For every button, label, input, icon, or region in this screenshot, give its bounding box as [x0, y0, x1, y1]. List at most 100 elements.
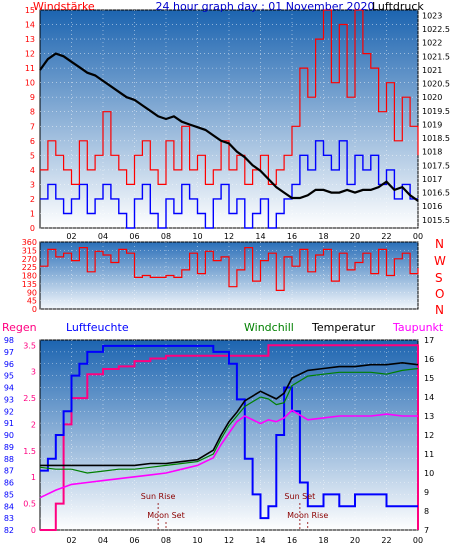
pressure-ytick-8: 1019.5 — [422, 107, 450, 116]
wind-direction-line — [40, 247, 419, 291]
temp-ytick-10: 17 — [424, 336, 434, 345]
wind-xtick-22: 22 — [381, 232, 391, 241]
pressure-ytick-11: 1021 — [422, 66, 442, 75]
temp-xtick-02: 02 — [66, 536, 76, 545]
temp-xtick-06: 06 — [129, 536, 139, 545]
legend-humidity: Luftfeuchte — [66, 321, 129, 334]
humidity-ytick-13: 95 — [4, 372, 14, 381]
windchill-line — [39, 367, 419, 474]
graph-title: 24 hour graph day : 01 November 2020 — [155, 0, 374, 13]
wind-ytick-13: 13 — [25, 35, 35, 44]
humidity-ytick-7: 89 — [4, 443, 14, 452]
pressure-ytick-12: 1021.5 — [422, 52, 450, 61]
pressure-ytick-14: 1022.5 — [422, 25, 450, 34]
legend-rain: Regen — [2, 321, 37, 334]
wind-xtick-20: 20 — [350, 232, 360, 241]
temp-ytick-6: 13 — [424, 412, 434, 421]
pressure-ytick-1: 1016 — [422, 202, 442, 211]
humidity-line — [40, 344, 418, 520]
wind-ytick-11: 11 — [25, 64, 35, 73]
pressure-ytick-15: 1023 — [422, 11, 442, 20]
temp-xtick-10: 10 — [192, 536, 202, 545]
wind-ytick-12: 12 — [25, 50, 35, 59]
temp-xtick-22: 22 — [381, 536, 391, 545]
temp-ytick-1: 8 — [424, 507, 429, 516]
pressure-ytick-6: 1018.5 — [422, 134, 450, 143]
wind-ytick-5: 5 — [30, 151, 35, 160]
dir-ytick-6: 270 — [22, 255, 37, 264]
rain-ytick-5: 2.5 — [23, 394, 36, 403]
pressure-ytick-4: 1017.5 — [422, 161, 450, 170]
humidity-ytick-16: 98 — [4, 336, 14, 345]
wind-strength-label: Windstärke — [33, 0, 95, 13]
wind-xtick-02: 02 — [66, 232, 76, 241]
temp-ytick-3: 10 — [424, 469, 434, 478]
wind-ytick-6: 6 — [30, 137, 35, 146]
wind-ytick-3: 3 — [30, 180, 35, 189]
humidity-ytick-8: 90 — [4, 431, 14, 440]
rain-ytick-1: 0.5 — [23, 500, 36, 509]
rain-line — [40, 344, 419, 531]
marks-layer — [39, 9, 419, 531]
dir-ytick-7: 315 — [22, 246, 37, 255]
pressure-ytick-0: 1015.5 — [422, 216, 450, 225]
pressure-ytick-9: 1020 — [422, 93, 442, 102]
legend-temperature: Temperatur — [311, 321, 376, 334]
wind-ytick-15: 15 — [25, 6, 35, 15]
pressure-ytick-10: 1020.5 — [422, 80, 450, 89]
temp-ytick-2: 9 — [424, 488, 429, 497]
temp-ytick-7: 14 — [424, 393, 434, 402]
pressure-ytick-2: 1016.5 — [422, 189, 450, 198]
humidity-ytick-14: 96 — [4, 360, 14, 369]
wind-xtick-10: 10 — [192, 232, 202, 241]
temp-ytick-5: 12 — [424, 431, 434, 440]
humidity-ytick-3: 85 — [4, 490, 14, 499]
pressure-ytick-13: 1022 — [422, 39, 442, 48]
wind-ytick-9: 9 — [30, 93, 35, 102]
wind-ytick-7: 7 — [30, 122, 35, 131]
dir-ytick-0: 0 — [32, 305, 37, 314]
temp-xtick-00: 00 — [413, 536, 423, 545]
gust-line — [40, 140, 418, 229]
wind-xtick-18: 18 — [318, 232, 328, 241]
direction-letter-o: O — [435, 287, 444, 301]
humidity-ytick-1: 83 — [4, 514, 14, 523]
humidity-ytick-2: 84 — [4, 502, 14, 511]
wind-ytick-1: 1 — [30, 209, 35, 218]
air-pressure-label: Luftdruck — [372, 0, 424, 13]
direction-letter-n-top: N — [435, 237, 444, 251]
humidity-ytick-0: 82 — [4, 526, 14, 535]
temperature-line — [40, 361, 419, 467]
humidity-ytick-11: 93 — [4, 395, 14, 404]
temp-ytick-9: 16 — [424, 355, 434, 364]
direction-letter-w: W — [434, 254, 446, 268]
rain-ytick-0: 0 — [31, 526, 36, 535]
temp-ytick-4: 11 — [424, 450, 434, 459]
temp-xtick-18: 18 — [318, 536, 328, 545]
wind-xtick-08: 08 — [161, 232, 171, 241]
annotation-sun-set: Sun Set — [284, 492, 315, 501]
wind-xtick-14: 14 — [255, 232, 265, 241]
humidity-ytick-5: 87 — [4, 467, 14, 476]
dir-ytick-8: 360 — [22, 238, 37, 247]
pressure-ytick-7: 1019 — [422, 120, 442, 129]
wind-ytick-0: 0 — [30, 224, 35, 233]
wind-ytick-4: 4 — [30, 166, 35, 175]
axis-layer: 01234567891011121314151015.510161016.510… — [4, 6, 450, 545]
wind-line — [40, 9, 419, 185]
dir-ytick-3: 135 — [22, 280, 37, 289]
humidity-ytick-9: 91 — [4, 419, 14, 428]
temp-ytick-8: 15 — [424, 374, 434, 383]
dewpoint-line — [39, 409, 418, 499]
wind-xtick-04: 04 — [98, 232, 108, 241]
pressure-ytick-5: 1018 — [422, 148, 442, 157]
dir-ytick-1: 45 — [27, 297, 37, 306]
temp-xtick-14: 14 — [255, 536, 265, 545]
temp-xtick-16: 16 — [287, 536, 297, 545]
dir-ytick-2: 90 — [27, 288, 37, 297]
dir-ytick-4: 180 — [22, 272, 37, 281]
temp-xtick-20: 20 — [350, 536, 360, 545]
annotation-moon-set: Moon Set — [147, 511, 184, 520]
humidity-ytick-4: 86 — [4, 479, 14, 488]
